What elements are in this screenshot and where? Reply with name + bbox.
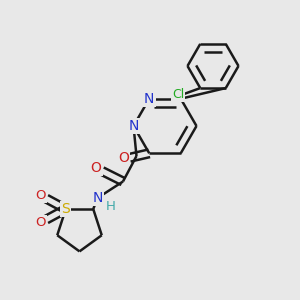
Text: H: H	[106, 200, 116, 214]
Text: O: O	[118, 151, 129, 165]
Text: N: N	[92, 191, 103, 205]
Text: N: N	[144, 92, 154, 106]
Text: O: O	[35, 216, 46, 229]
Text: O: O	[35, 189, 46, 202]
Text: S: S	[61, 202, 70, 216]
Text: O: O	[91, 161, 101, 175]
Text: Cl: Cl	[172, 88, 184, 100]
Text: N: N	[128, 119, 139, 133]
